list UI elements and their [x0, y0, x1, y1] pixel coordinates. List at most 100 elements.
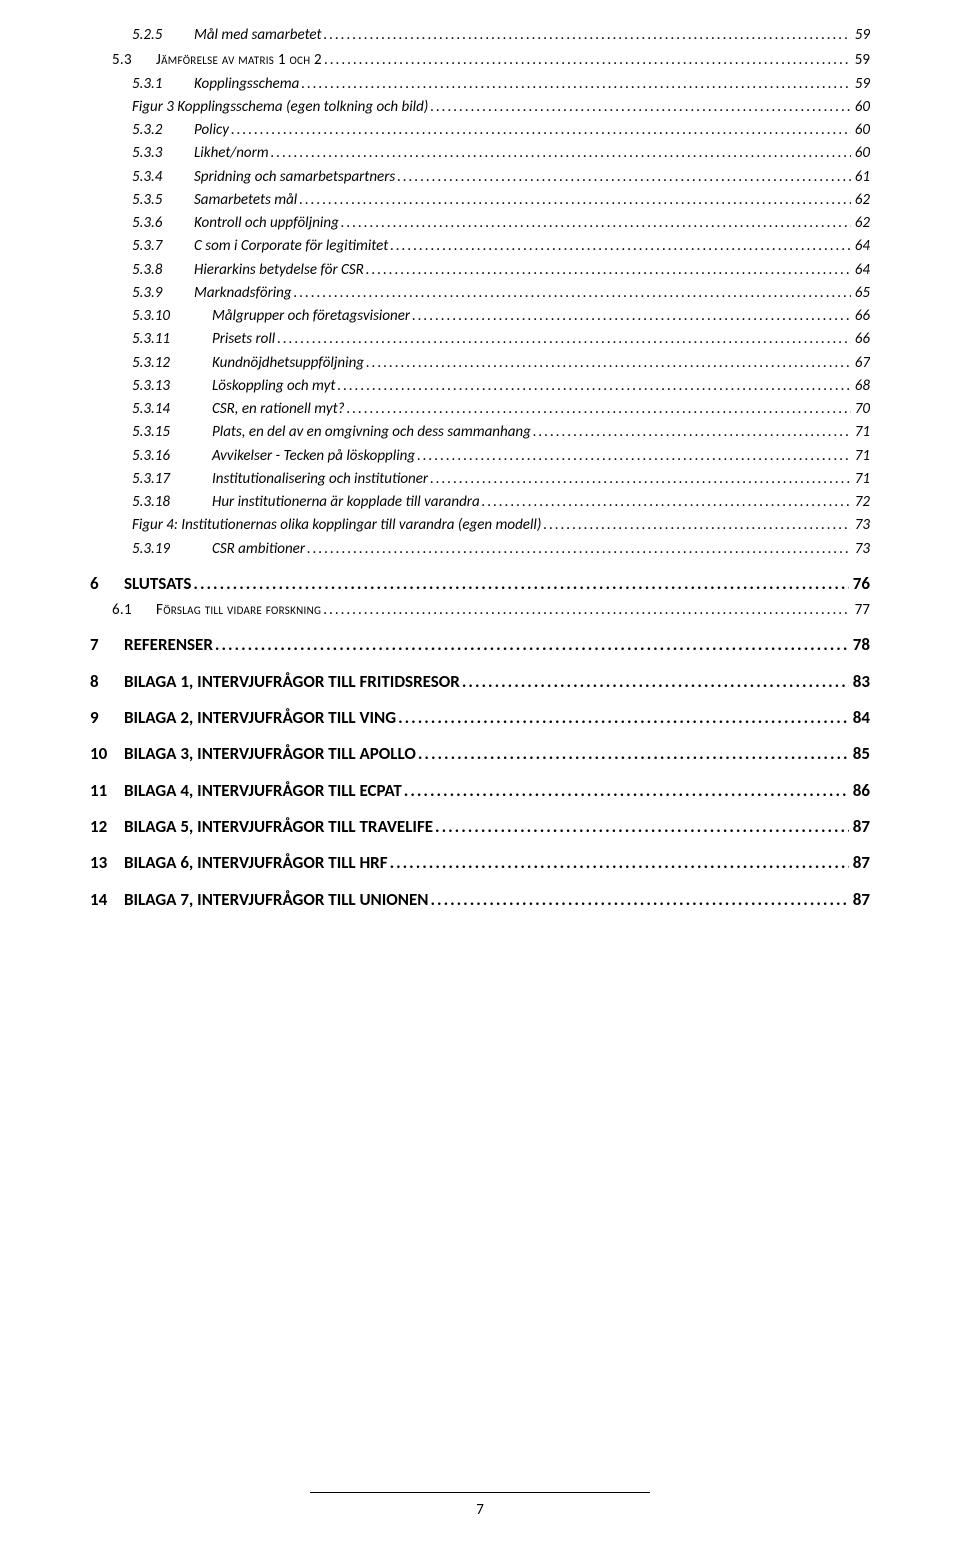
toc-page: 66	[851, 305, 870, 328]
page: 5.2.5Mål med samarbetet595.3Jämförelse a…	[0, 0, 960, 1555]
toc-text: BILAGA 3, INTERVJUFRÅGOR TILL APOLLO	[124, 743, 416, 764]
table-of-contents: 5.2.5Mål med samarbetet595.3Jämförelse a…	[90, 24, 870, 913]
toc-label: 5.3.12Kundnöjdhetsuppföljning	[132, 352, 364, 375]
toc-entry: 5.2.5Mål med samarbetet 59	[90, 24, 870, 47]
toc-number: 5.3.10	[132, 305, 212, 328]
toc-text: BILAGA 1, INTERVJUFRÅGOR TILL FRITIDSRES…	[124, 671, 460, 692]
toc-leader-dots	[460, 669, 849, 695]
toc-label: 14BILAGA 7, INTERVJUFRÅGOR TILL UNIONEN	[90, 887, 428, 913]
toc-entry: 5.3.10Målgrupper och företagsvisioner 66	[90, 305, 870, 328]
toc-number: 5.3.14	[132, 398, 212, 421]
toc-entry: 5.3.13Löskoppling och myt 68	[90, 375, 870, 398]
toc-leader-dots	[428, 887, 848, 913]
toc-text: BILAGA 5, INTERVJUFRÅGOR TILL TRAVELIFE	[124, 816, 433, 837]
toc-number: 5.3.3	[132, 142, 194, 165]
toc-entry: 14BILAGA 7, INTERVJUFRÅGOR TILL UNIONEN8…	[90, 887, 870, 913]
toc-label: 5.3.16Avvikelser - Tecken på löskoppling	[132, 445, 415, 468]
toc-number: 6	[90, 571, 124, 597]
toc-entry: 5.3.7C som i Corporate för legitimitet64	[90, 235, 870, 258]
toc-text: Målgrupper och företagsvisioner	[212, 307, 410, 325]
toc-leader-dots	[416, 741, 849, 767]
toc-page: 64	[851, 259, 870, 282]
toc-entry: Figur 3 Kopplingsschema (egen tolkning o…	[90, 96, 870, 119]
toc-text: Marknadsföring	[194, 284, 292, 302]
toc-label: 5.3.17Institutionalisering och instituti…	[132, 468, 428, 491]
toc-leader-dots	[305, 538, 851, 561]
footer-rule	[310, 1492, 650, 1493]
toc-label: 5.3.19CSR ambitioner	[132, 538, 305, 561]
toc-label: 5.3.4Spridning och samarbetspartners	[132, 166, 395, 189]
toc-text: Samarbetets mål	[194, 191, 297, 209]
toc-number: 5.3.15	[132, 421, 212, 444]
toc-leader-dots	[191, 571, 848, 597]
toc-label: Figur 3 Kopplingsschema (egen tolkning o…	[132, 96, 428, 119]
toc-number: 5.3.1	[132, 73, 194, 96]
toc-leader-dots	[339, 212, 851, 235]
toc-page: 72	[851, 491, 870, 514]
toc-label: 5.3.13Löskoppling och myt	[132, 375, 335, 398]
toc-label: 5.3.9Marknadsföring	[132, 282, 292, 305]
toc-label: 8BILAGA 1, INTERVJUFRÅGOR TILL FRITIDSRE…	[90, 669, 460, 695]
toc-page: 61	[851, 166, 870, 189]
toc-entry: 8BILAGA 1, INTERVJUFRÅGOR TILL FRITIDSRE…	[90, 669, 870, 695]
toc-leader-dots	[480, 491, 851, 514]
toc-page: 67	[851, 352, 870, 375]
toc-page: 59	[851, 24, 870, 47]
toc-page: 71	[851, 468, 870, 491]
toc-entry: 5.3.6Kontroll och uppföljning62	[90, 212, 870, 235]
toc-text: Avvikelser - Tecken på löskoppling	[212, 447, 415, 465]
toc-number: 8	[90, 669, 124, 695]
toc-number: 5.3.7	[132, 235, 194, 258]
toc-page: 60	[851, 119, 870, 142]
toc-page: 86	[849, 778, 870, 804]
toc-leader-dots	[335, 375, 850, 398]
toc-leader-dots	[415, 445, 851, 468]
toc-leader-dots	[299, 73, 850, 96]
toc-page: 60	[851, 96, 870, 119]
toc-text: BILAGA 2, INTERVJUFRÅGOR TILL VING	[124, 707, 396, 728]
toc-leader-dots	[275, 328, 851, 351]
toc-label: 13BILAGA 6, INTERVJUFRÅGOR TILL HRF	[90, 850, 388, 876]
toc-entry: 5.3.15Plats, en del av en omgivning och …	[90, 421, 870, 444]
toc-page: 73	[851, 514, 870, 537]
toc-page: 68	[851, 375, 870, 398]
toc-text: Hur institutionerna är kopplade till var…	[212, 493, 480, 511]
toc-label: 6SLUTSATS	[90, 571, 191, 597]
toc-leader-dots	[395, 166, 851, 189]
toc-leader-dots	[531, 421, 851, 444]
page-number: 7	[476, 1501, 484, 1519]
toc-number: 5.3.4	[132, 166, 194, 189]
toc-text: Figur 3 Kopplingsschema (egen tolkning o…	[132, 98, 428, 116]
toc-entry: 5.3.19CSR ambitioner73	[90, 538, 870, 561]
toc-page: 59	[851, 49, 870, 72]
toc-page: 60	[851, 142, 870, 165]
toc-text: Spridning och samarbetspartners	[194, 168, 395, 186]
toc-page: 78	[849, 632, 870, 658]
toc-number: 5.3.18	[132, 491, 212, 514]
toc-entry: 11BILAGA 4, INTERVJUFRÅGOR TILL ECPAT86	[90, 778, 870, 804]
toc-label: 5.2.5Mål med samarbetet	[132, 24, 322, 47]
toc-leader-dots	[292, 282, 851, 305]
toc-number: 10	[90, 741, 124, 767]
toc-leader-dots	[364, 352, 851, 375]
toc-entry: 5.3.4Spridning och samarbetspartners 61	[90, 166, 870, 189]
toc-leader-dots	[345, 398, 851, 421]
toc-leader-dots	[364, 259, 851, 282]
toc-leader-dots	[433, 814, 849, 840]
toc-text: CSR ambitioner	[212, 540, 305, 558]
toc-label: 9BILAGA 2, INTERVJUFRÅGOR TILL VING	[90, 705, 396, 731]
toc-leader-dots	[388, 235, 851, 258]
toc-text: BILAGA 4, INTERVJUFRÅGOR TILL ECPAT	[124, 780, 402, 801]
toc-page: 83	[849, 669, 870, 695]
toc-text: Likhet/norm	[194, 144, 269, 162]
toc-number: 5.3.6	[132, 212, 194, 235]
toc-number: 5.3.16	[132, 445, 212, 468]
toc-number: 5.3.11	[132, 328, 212, 351]
toc-leader-dots	[269, 142, 851, 165]
toc-leader-dots	[321, 599, 851, 622]
toc-entry: 10BILAGA 3, INTERVJUFRÅGOR TILL APOLLO85	[90, 741, 870, 767]
toc-number: 12	[90, 814, 124, 840]
toc-page: 71	[851, 421, 870, 444]
toc-number: 5.3.5	[132, 189, 194, 212]
toc-label: 5.3.15Plats, en del av en omgivning och …	[132, 421, 531, 444]
